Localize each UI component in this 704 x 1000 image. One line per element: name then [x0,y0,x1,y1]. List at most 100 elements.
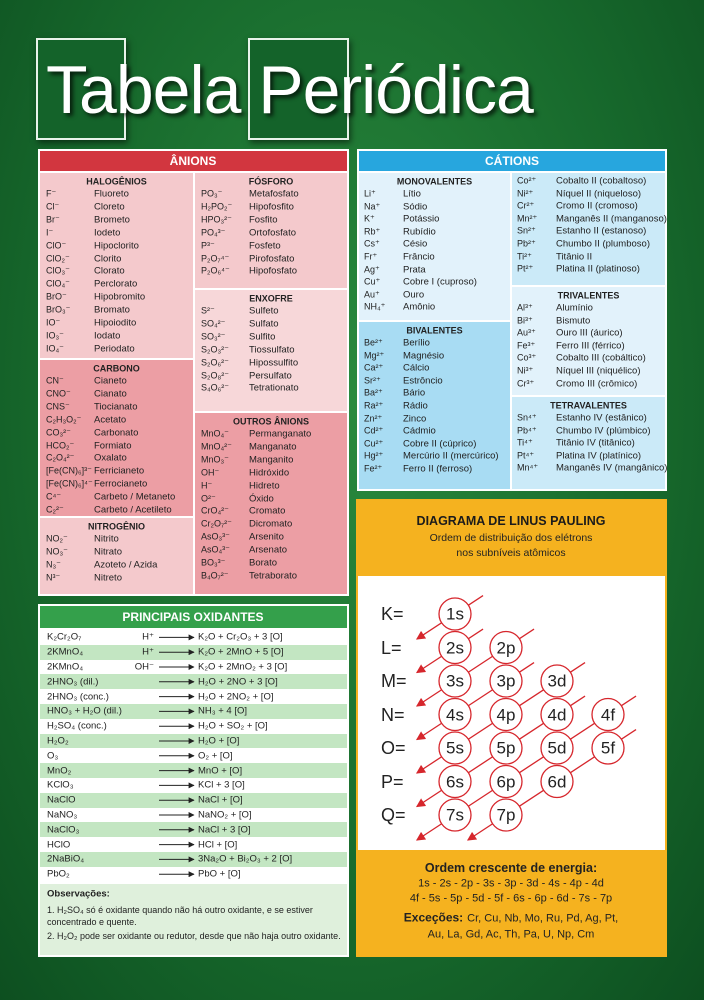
ion-formula: Pt⁴⁺ [517,450,535,461]
oxidant-product: MnO + [O] [198,764,243,776]
ion-formula: P³⁻ [201,240,215,251]
cation-group [359,173,510,320]
ion-formula: P₂O₇⁴⁻ [201,253,230,263]
ion-name: Óxido [249,492,274,504]
ion-name: Amônio [403,301,436,313]
ion-name: Permanganato [249,428,312,440]
ion-name: Persulfato [249,369,292,381]
ion-formula: HCO₂⁻ [46,440,75,450]
ion-formula: F⁻ [46,188,57,199]
oxidant-reagent: PbO₂ [47,868,70,880]
ion-name: Iodato [94,330,121,342]
oxidant-reagent: NaClO [47,794,76,806]
ion-name: Níquel II (niqueloso) [556,187,642,199]
exceptions-line: Cr, Cu, Nb, Mo, Ru, Pd, Ag, Pt, [467,912,619,925]
ion-name: Cromato [249,505,286,517]
subshell-label: 3p [496,671,516,691]
subshell-circle [438,597,472,631]
ion-formula: NO₃⁻ [46,546,68,557]
ion-name: Manganês IV (mangânico) [556,462,668,474]
subshell-label: 2s [446,638,464,657]
anion-group [195,173,347,288]
subshell-circle [591,697,625,732]
subshell-circle [489,764,523,799]
ion-name: Carbeto / Acetileto [94,504,172,516]
ion-formula: S₂O₃²⁻ [201,344,229,355]
ion-name: Estanho II (estanoso) [556,225,647,237]
ion-name: Tiossulfato [249,343,295,355]
ion-formula: Zn²⁺ [364,413,383,424]
ion-formula: Pt²⁺ [517,263,534,274]
ion-name: Chumbo II (plumboso) [556,238,650,250]
subshell-circle [438,664,472,698]
ion-name: Frâncio [403,251,435,263]
oxidant-reagent: 2KMnO₄ [47,661,84,673]
ion-name: Hidróxido [249,466,290,478]
ion-name: Clorito [94,252,122,264]
ion-name: Acetato [94,413,127,425]
ion-formula: Au⁺ [364,289,380,300]
ion-formula: S²⁻ [201,305,215,316]
group-title: FÓSFORO [248,176,294,187]
ion-name: Perclorato [94,278,138,290]
oxidant-reagent: 2HNO₃ (dil.) [47,676,99,688]
ion-name: Rádio [403,400,428,412]
observation-note: 2. H₂O₂ pode ser oxidante ou redutor, de… [47,931,341,941]
ion-name: Nitreto [94,571,122,583]
oxidant-condition: OH⁻ [134,661,154,673]
ion-formula: BrO₃⁻ [46,304,71,315]
page-title: Tabela Periódica [46,52,534,128]
subshell-circle [540,731,574,765]
ion-name: Césio [403,238,428,250]
ion-name: Rubídio [403,226,436,238]
ion-name: Fosfito [249,214,278,226]
subshell-label: 4f [600,705,616,724]
ion-name: Cobre I (cuproso) [403,276,477,288]
ion-formula: MnO₄²⁻ [201,441,232,452]
energy-line: 4f - 5s - 5p - 5d - 5f - 6s - 6p - 6d - … [409,892,613,904]
ion-formula: Fr⁺ [364,251,378,262]
ion-formula: IO₃⁻ [46,330,64,341]
subshell-label: 7p [496,805,516,825]
oxidant-reagent: KClO₃ [47,779,74,791]
ion-name: Borato [249,557,277,569]
cation-group [512,397,665,489]
anion-group [40,518,193,594]
ion-formula: MnO₄⁻ [201,428,229,439]
ion-name: Platina IV (platínico) [556,450,642,462]
ion-formula: HPO₃²⁻ [201,214,232,225]
ion-formula: Ti⁴⁺ [517,437,533,448]
ion-formula: CO₃²⁻ [46,427,71,438]
ion-name: Oxalato [94,452,127,464]
ion-formula: PO₃⁻ [201,188,223,199]
oxidant-reagent: K₂Cr₂O₇ [47,631,82,643]
ion-formula: Mg²⁺ [364,350,385,361]
ion-name: Cálcio [403,362,430,374]
pauling-title: DIAGRAMA DE LINUS PAULING [416,513,606,528]
ion-name: Cianato [94,388,127,400]
ion-formula: OH⁻ [201,467,220,478]
ion-formula: Mn⁴⁺ [517,462,539,473]
subshell-label: 6p [496,772,516,791]
ion-formula: [Fe(CN)₆]⁴⁻ [46,478,93,489]
ion-formula: Cr³⁺ [517,378,535,389]
group-title: OUTROS ÂNIONS [232,416,310,427]
ion-formula: Al³⁺ [517,302,533,313]
subshell-label: 1s [446,604,464,624]
oxidant-product: H₂O + [O] [198,735,240,747]
ion-name: Azoteto / Azida [94,559,158,571]
oxidant-reagent: 2HNO₃ (conc.) [47,690,109,702]
ion-name: Cádmio [403,425,436,437]
ion-formula: Co²⁺ [517,175,537,186]
ion-formula: ClO₄⁻ [46,278,70,289]
group-title: NITROGÊNIO [87,521,146,532]
ion-formula: PO₄³⁻ [201,227,226,238]
shell-label: O= [381,738,406,758]
oxidant-product: K₂O + 2MnO + 5 [O] [198,646,284,658]
ion-name: Platina II (platinoso) [556,263,640,275]
ion-formula: CNS⁻ [46,401,70,412]
ion-formula: CNO⁻ [46,388,71,399]
ion-formula: [Fe(CN)₆]³⁻ [46,465,92,476]
subshell-circle [438,731,472,765]
